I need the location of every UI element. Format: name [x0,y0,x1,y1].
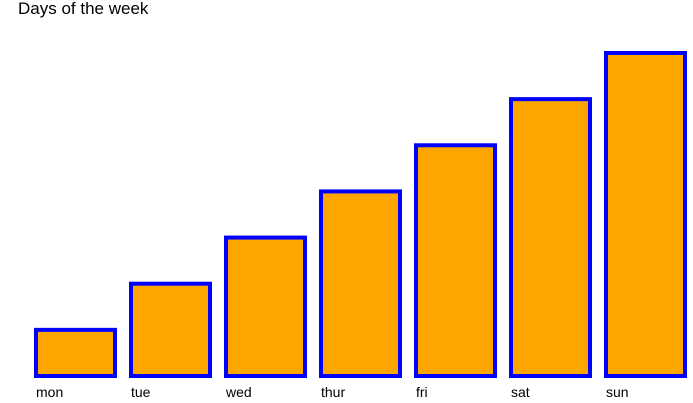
bar-sat [509,97,592,379]
bars-group [34,51,687,379]
x-tick-label-wed: wed [225,384,252,400]
bar-thur [319,189,402,378]
chart-title: Days of the week [18,0,149,18]
bar-mon [34,327,117,379]
bar-sun [604,51,687,378]
tick-labels-group: mon tue wed thur fri sat sun [36,384,629,400]
bar-fri [414,143,497,378]
x-tick-label-fri: fri [416,384,428,400]
x-tick-label-sat: sat [511,384,530,400]
x-tick-label-mon: mon [36,384,63,400]
x-tick-label-tue: tue [131,384,151,400]
bar-tue [129,281,212,379]
bar-wed [224,235,307,378]
x-tick-label-thur: thur [321,384,345,400]
x-tick-label-sun: sun [606,384,629,400]
